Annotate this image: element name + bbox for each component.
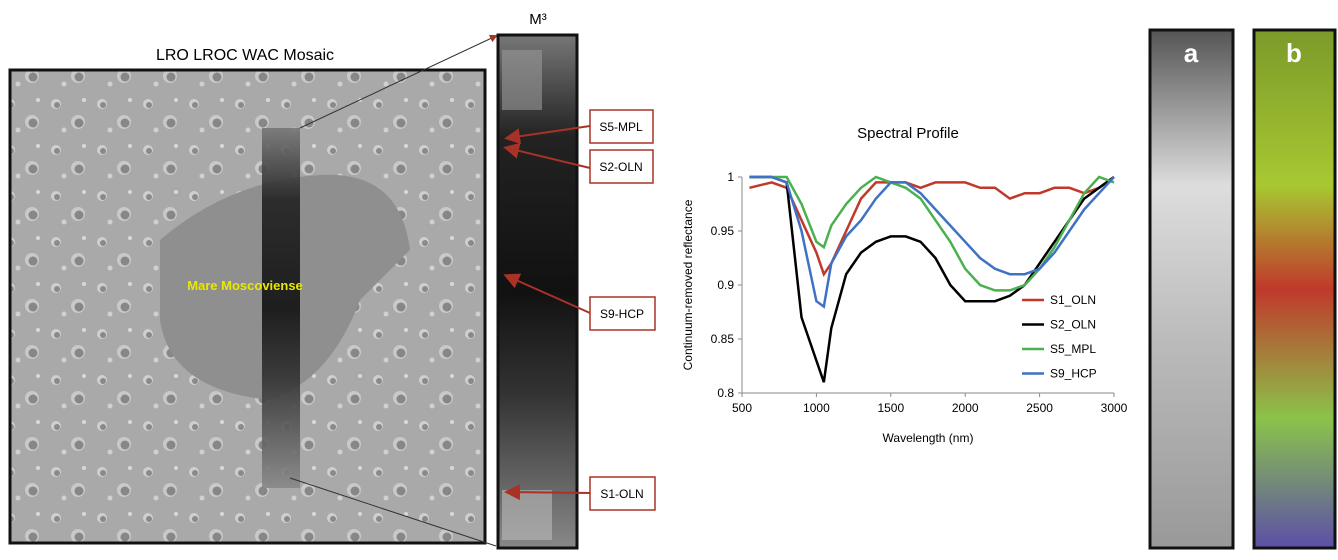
label-box <box>589 476 656 511</box>
arrow <box>504 125 591 145</box>
panel-label: b <box>1286 38 1302 68</box>
y-tick-label: 0.95 <box>711 224 735 238</box>
y-tick-label: 0.8 <box>717 386 734 400</box>
y-tick-label: 0.9 <box>717 278 734 292</box>
arrow <box>503 143 591 169</box>
sample-label: S1-OLN <box>600 487 643 501</box>
data-line <box>749 175 1115 277</box>
data-line <box>749 175 1115 292</box>
data-line <box>749 175 1115 383</box>
bright-region <box>502 50 542 110</box>
mosaic-title: LRO LROC WAC Mosaic <box>156 47 334 64</box>
x-axis-label: Wavelength (nm) <box>883 431 974 445</box>
mosaic-strip <box>262 128 300 488</box>
x-tick-label: 1000 <box>803 401 830 415</box>
x-tick-label: 3000 <box>1101 401 1128 415</box>
y-tick-label: 1 <box>727 170 734 184</box>
data-line <box>749 175 1115 309</box>
sample-label: S5-MPL <box>599 120 643 134</box>
sample-label: S2-OLN <box>599 160 642 174</box>
legend-label: S9_HCP <box>1050 367 1097 381</box>
legend-label: S2_OLN <box>1050 318 1096 332</box>
x-tick-label: 2500 <box>1026 401 1053 415</box>
mare-label: Mare Moscoviense <box>187 278 303 293</box>
arrow <box>504 484 591 501</box>
legend-label: S5_MPL <box>1050 342 1096 356</box>
connector <box>289 477 497 547</box>
label-box <box>589 109 654 144</box>
spectral-chart: Spectral Profile Wavelength (nm) Continu… <box>681 125 1128 445</box>
y-axis-label: Continuum-removed reflectance <box>681 199 695 370</box>
legend-label: S1_OLN <box>1050 293 1096 307</box>
label-box <box>589 296 656 331</box>
strip-title: M³ <box>529 11 547 28</box>
panel-b <box>1252 28 1337 550</box>
label-box <box>589 149 654 184</box>
y-tick-label: 0.85 <box>711 332 735 346</box>
sample-label: S9-HCP <box>600 307 644 321</box>
panel-label: a <box>1184 38 1199 68</box>
chart-title: Spectral Profile <box>857 125 959 142</box>
panel-a <box>1148 28 1235 550</box>
connector <box>299 34 498 129</box>
arrow <box>503 273 591 314</box>
bright-region <box>502 490 552 540</box>
m3-strip <box>496 33 579 550</box>
x-tick-label: 2000 <box>952 401 979 415</box>
x-tick-label: 1500 <box>877 401 904 415</box>
x-tick-label: 500 <box>732 401 752 415</box>
